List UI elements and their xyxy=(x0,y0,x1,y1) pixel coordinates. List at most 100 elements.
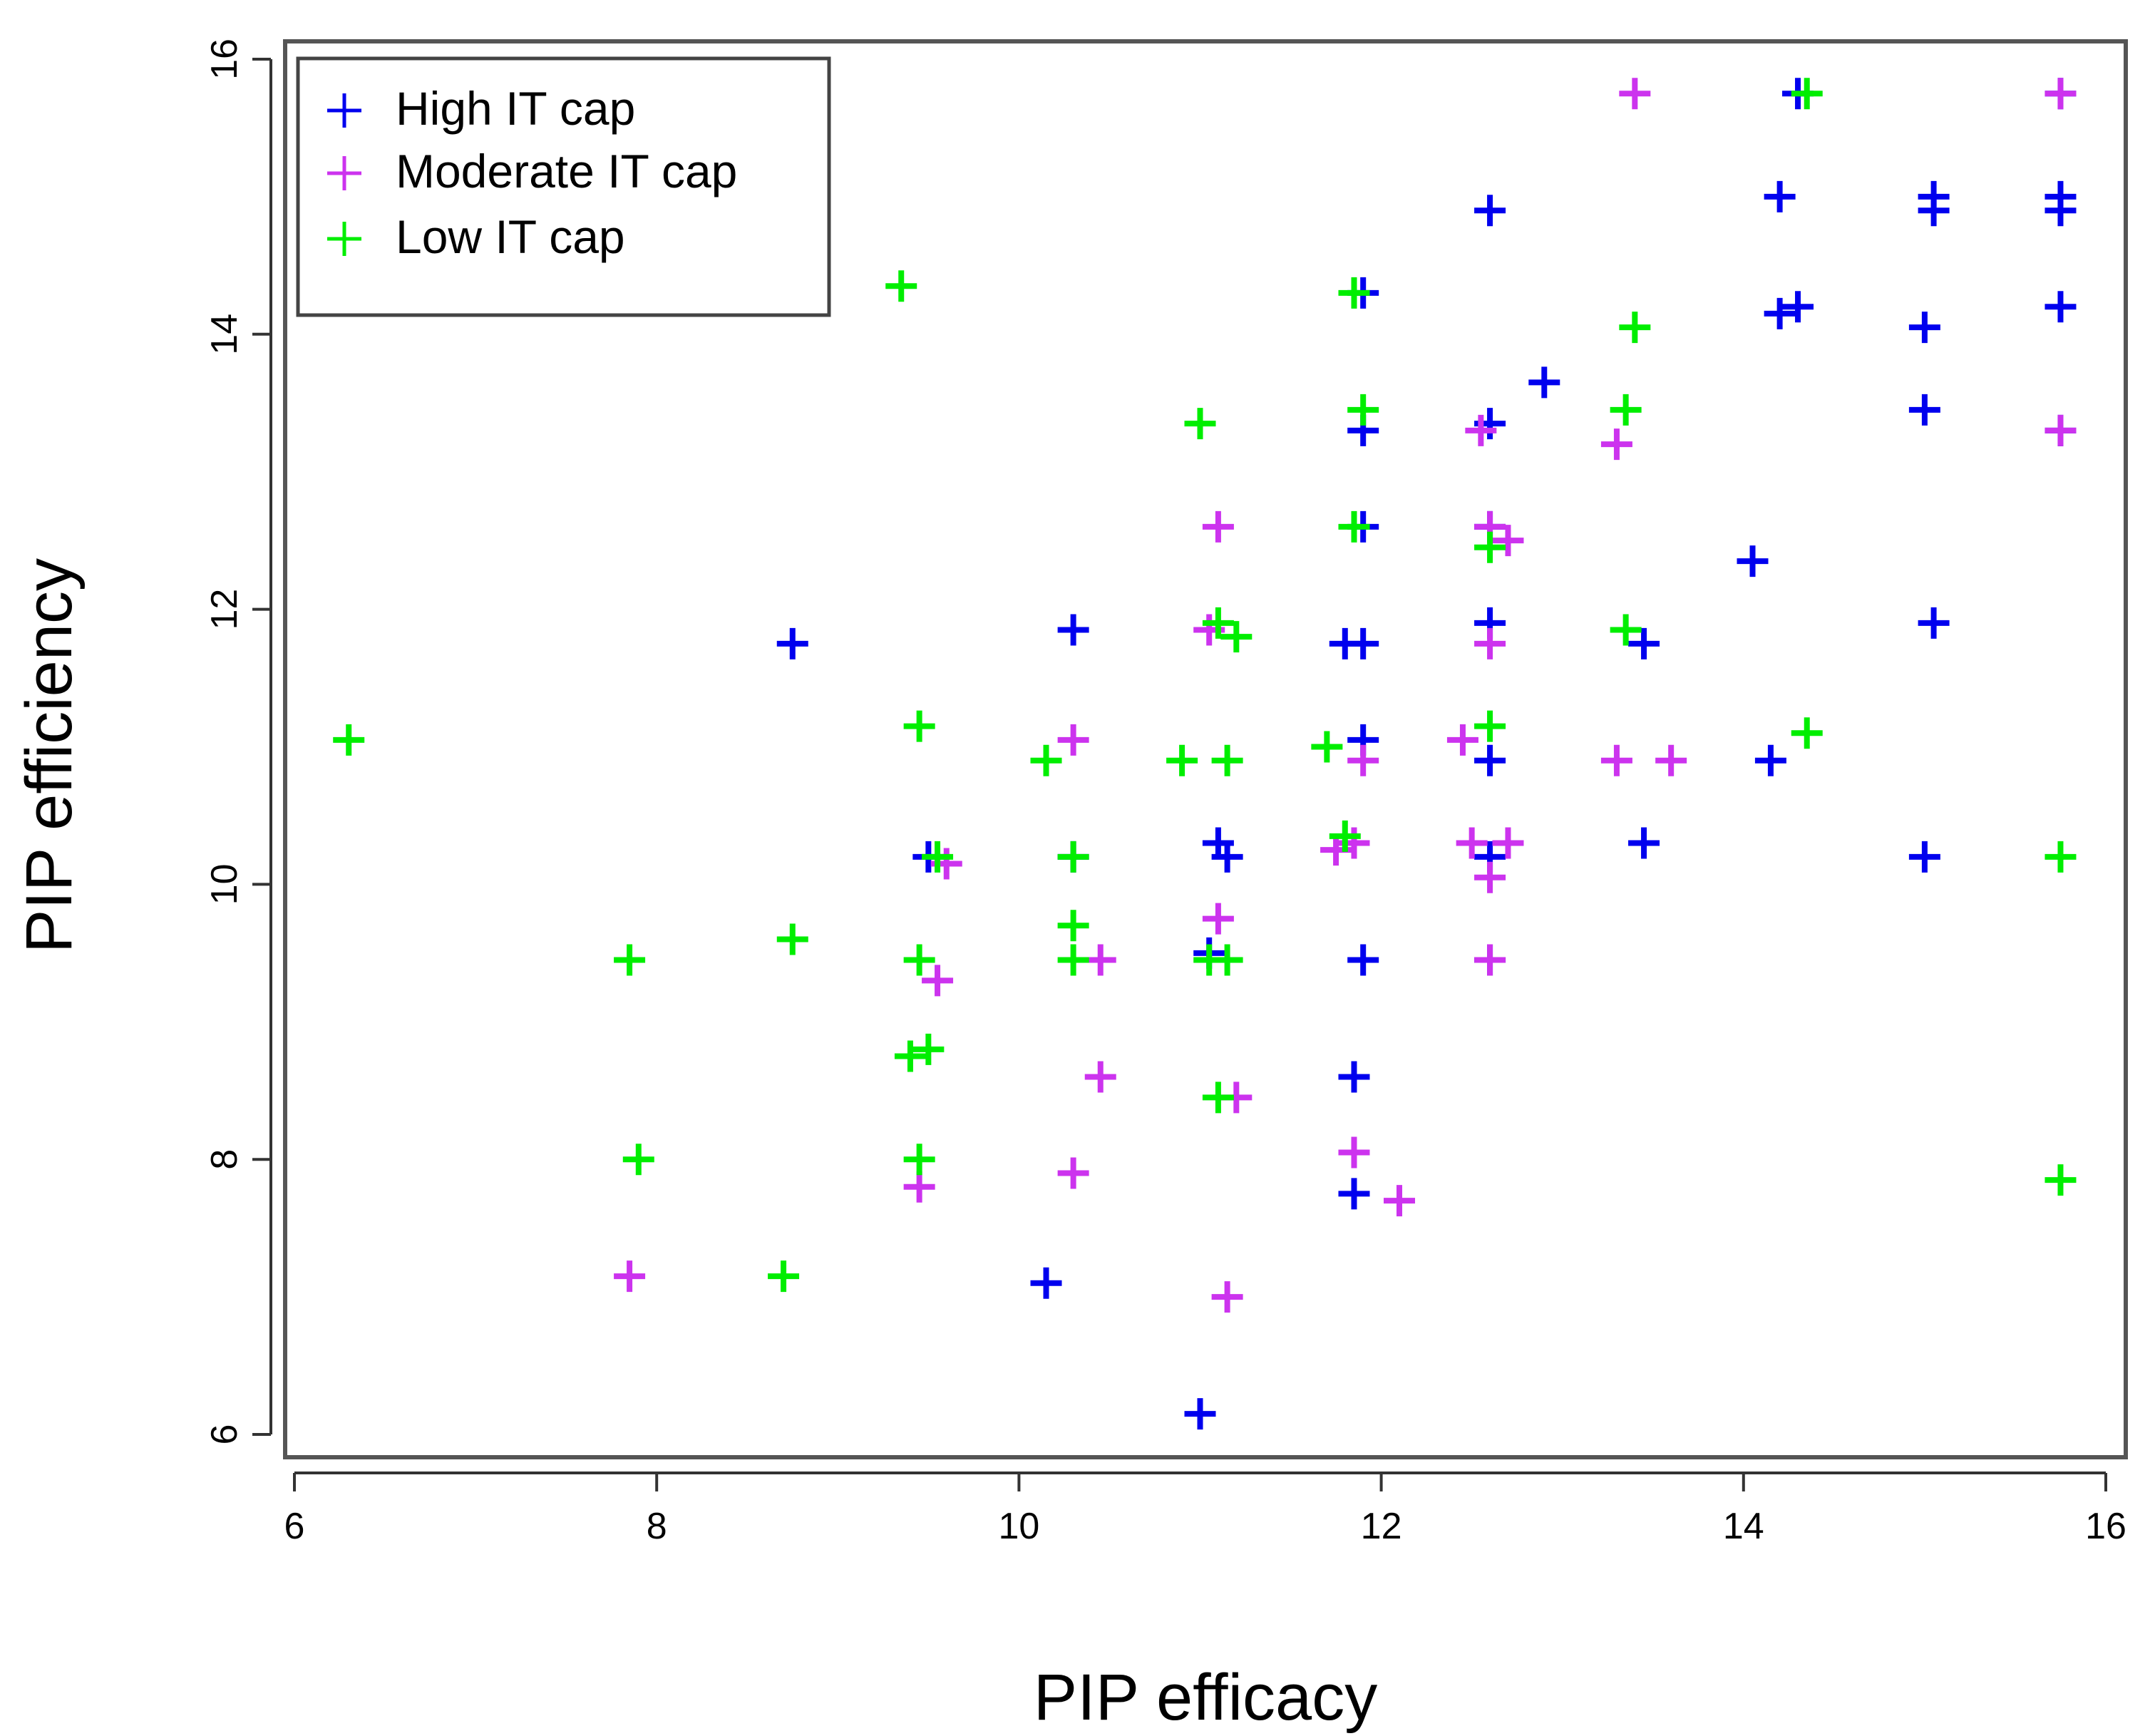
series-moderate-it-cap xyxy=(614,78,2077,1313)
data-point xyxy=(1084,944,1116,976)
legend: High IT cap Moderate IT cap Low IT cap xyxy=(296,56,831,317)
x-tick-label: 8 xyxy=(647,1506,667,1547)
data-point xyxy=(768,1260,800,1293)
y-axis: 6 8 10 12 14 16 xyxy=(204,38,272,1445)
data-point xyxy=(1456,827,1488,859)
data-point xyxy=(1329,820,1361,852)
y-tick-label: 8 xyxy=(204,1149,245,1170)
legend-label: Low IT cap xyxy=(396,210,625,263)
data-point xyxy=(1764,180,1796,212)
data-point xyxy=(1030,744,1062,776)
legend-label: Moderate IT cap xyxy=(396,145,737,197)
data-point xyxy=(333,724,365,756)
data-point xyxy=(614,944,646,976)
data-point xyxy=(1338,1178,1370,1210)
data-point xyxy=(2044,195,2077,227)
data-point xyxy=(776,923,808,955)
data-point xyxy=(2044,841,2077,873)
data-point xyxy=(894,1040,926,1072)
data-point xyxy=(1202,1082,1234,1114)
data-point xyxy=(1474,531,1506,563)
data-point xyxy=(1057,614,1089,646)
data-point xyxy=(622,1144,654,1176)
data-point xyxy=(1446,724,1478,756)
data-point xyxy=(1338,1136,1370,1169)
x-tick-label: 16 xyxy=(2085,1506,2126,1547)
data-point xyxy=(1057,841,1089,873)
series-high-it-cap xyxy=(776,78,2077,1430)
data-point xyxy=(1338,1061,1370,1093)
x-tick-label: 10 xyxy=(998,1506,1039,1547)
data-point xyxy=(903,1171,935,1203)
data-point xyxy=(1384,1185,1416,1217)
data-point xyxy=(1655,744,1687,776)
data-point xyxy=(1347,627,1379,659)
series-low-it-cap xyxy=(333,78,2077,1293)
x-tick-label: 14 xyxy=(1723,1506,1764,1547)
data-point xyxy=(1057,1157,1089,1189)
data-point xyxy=(1474,861,1506,893)
data-point xyxy=(1474,627,1506,659)
data-point xyxy=(922,841,954,873)
data-point xyxy=(885,270,917,302)
data-point xyxy=(1600,428,1632,461)
data-point xyxy=(1619,78,1651,110)
data-point xyxy=(1791,78,1823,110)
data-point xyxy=(1908,312,1940,344)
data-point xyxy=(1908,394,1940,426)
data-point xyxy=(1628,627,1660,659)
data-point xyxy=(1311,731,1343,763)
x-axis-title: PIP efficacy xyxy=(1034,1661,1377,1734)
data-point xyxy=(1754,744,1786,776)
data-point xyxy=(1791,717,1823,749)
data-point xyxy=(1166,744,1198,776)
legend-entries: High IT cap Moderate IT cap Low IT cap xyxy=(327,82,737,263)
y-tick-label: 16 xyxy=(204,38,245,80)
data-point xyxy=(1202,903,1234,935)
data-point xyxy=(1465,414,1497,446)
legend-box xyxy=(296,56,831,317)
data-point xyxy=(922,965,954,997)
data-point xyxy=(2044,291,2077,323)
plot-area xyxy=(283,39,2128,1459)
data-point xyxy=(1057,724,1089,756)
data-point xyxy=(1628,827,1660,859)
data-point xyxy=(1619,312,1651,344)
plot-frame xyxy=(283,39,2128,1459)
data-point xyxy=(1737,545,1769,577)
data-point xyxy=(1918,195,1950,227)
data-points xyxy=(333,78,2077,1430)
data-point xyxy=(1347,944,1379,976)
data-point xyxy=(1474,944,1506,976)
legend-label: High IT cap xyxy=(396,82,635,135)
data-point xyxy=(1184,1398,1216,1430)
legend-entry: Moderate IT cap xyxy=(327,145,737,197)
data-point xyxy=(1202,510,1234,543)
data-point xyxy=(1084,1061,1116,1093)
y-tick-label: 10 xyxy=(204,863,245,905)
y-tick-label: 12 xyxy=(204,589,245,630)
data-point xyxy=(903,944,935,976)
y-tick-label: 6 xyxy=(204,1424,245,1445)
data-point xyxy=(1474,195,1506,227)
data-point xyxy=(1338,510,1370,543)
data-point xyxy=(776,627,808,659)
data-point xyxy=(1474,744,1506,776)
data-point xyxy=(1030,1267,1062,1299)
data-point xyxy=(1211,841,1243,873)
data-point xyxy=(1492,525,1524,557)
legend-entry: Low IT cap xyxy=(327,210,625,263)
data-point xyxy=(903,710,935,742)
y-tick-label: 14 xyxy=(204,314,245,355)
data-point xyxy=(2044,78,2077,110)
data-point xyxy=(1057,910,1089,942)
data-point xyxy=(1610,614,1642,646)
data-point xyxy=(1202,607,1234,639)
data-point xyxy=(1908,841,1940,873)
y-axis-title: PIP efficiency xyxy=(13,558,86,953)
data-point xyxy=(1211,744,1243,776)
data-point xyxy=(1057,944,1089,976)
data-point xyxy=(903,1144,935,1176)
data-point xyxy=(1211,944,1243,976)
